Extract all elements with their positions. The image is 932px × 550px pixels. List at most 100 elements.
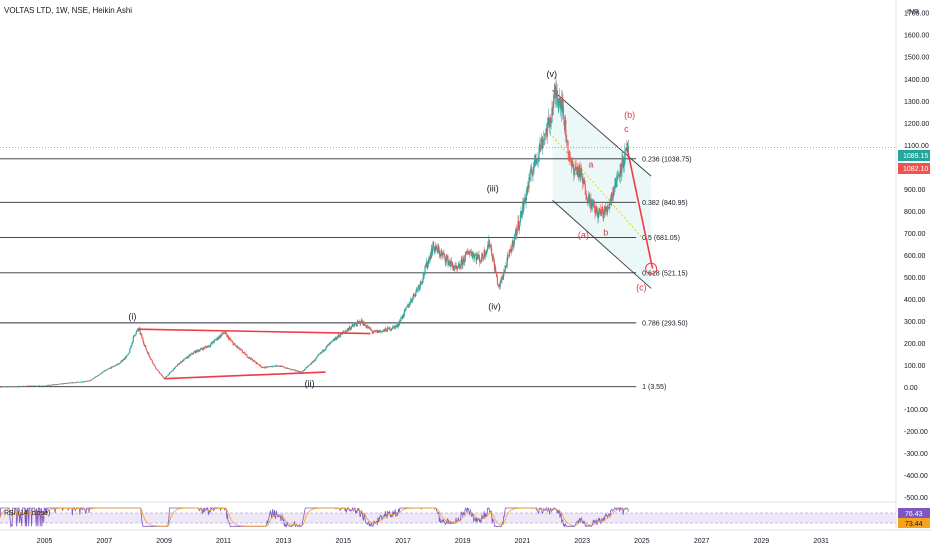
candle-body	[329, 343, 331, 345]
candle-body	[431, 248, 434, 255]
candle-body	[402, 314, 404, 319]
candle-body	[579, 164, 581, 177]
candle-body	[576, 168, 578, 173]
candle-body	[551, 107, 553, 123]
candle-body	[243, 352, 245, 353]
candle-body	[329, 342, 331, 344]
candle-body	[507, 255, 509, 258]
wave-label: (c)	[636, 283, 647, 293]
candle-body	[234, 344, 237, 346]
candle-body	[32, 386, 34, 387]
candle-body	[528, 177, 530, 188]
fib-level-label: 0.786 (293.50)	[642, 320, 688, 327]
x-tick-label: 2031	[813, 538, 829, 545]
candle-body	[323, 350, 325, 352]
candle-body	[148, 352, 150, 355]
candle-body	[103, 370, 106, 372]
candle-body	[533, 161, 535, 168]
candle-body	[560, 98, 562, 104]
candle-body	[12, 386, 14, 387]
candle-body	[466, 251, 468, 254]
candle-body	[132, 341, 134, 343]
candle-body	[524, 197, 526, 202]
candle-body	[321, 351, 323, 353]
candle-body	[350, 326, 353, 329]
candle-body	[414, 294, 416, 296]
candle-body	[51, 384, 53, 386]
candle-body	[406, 306, 408, 308]
candle-body	[179, 361, 181, 363]
candle-body	[306, 366, 308, 368]
candle-body	[125, 356, 127, 358]
candle-body	[522, 203, 524, 213]
candle-body	[110, 366, 112, 369]
candle-body	[72, 382, 75, 383]
candle-body	[106, 369, 108, 371]
candle-body	[564, 124, 566, 131]
candle-body	[231, 341, 233, 342]
candle-body	[194, 351, 196, 353]
time-axis[interactable]: 2005 2007 2009 2011 2013 2015 2017 2019 2021 2023…	[37, 538, 829, 545]
candle-body	[502, 276, 504, 279]
candle-body	[319, 352, 322, 354]
candle-body	[98, 375, 100, 376]
candle-body	[467, 251, 469, 254]
candle-body	[385, 328, 387, 330]
candle-body	[120, 361, 122, 364]
candle-body	[448, 261, 450, 265]
candle-body	[221, 332, 223, 335]
triangle-lower-line	[164, 371, 326, 380]
candle-body	[208, 345, 210, 348]
candle-body	[433, 241, 435, 248]
candle-body	[49, 384, 51, 386]
candle-body	[470, 252, 473, 256]
candle-body	[604, 206, 606, 211]
candle-body	[154, 365, 156, 367]
price-axis[interactable]: 1700.00 1600.00 1500.00 1400.00 1300.00 1200.…	[904, 11, 929, 502]
candle-body	[385, 329, 388, 332]
x-tick-label: 2005	[37, 538, 53, 545]
rsi-pane[interactable]: RSI (14, close) 76.43 73.44	[0, 506, 930, 528]
candle-body	[52, 384, 54, 385]
candle-body	[58, 384, 60, 385]
candle-body	[441, 252, 443, 254]
candle-body	[554, 86, 556, 96]
candle-body	[225, 333, 227, 335]
candle-body	[335, 337, 337, 340]
candle-body	[457, 267, 459, 269]
candle-body	[614, 186, 616, 190]
candle-body	[238, 346, 240, 350]
candle-body	[244, 352, 246, 355]
candle-body	[267, 366, 269, 367]
candle-body	[153, 363, 155, 366]
candle-body	[118, 363, 120, 365]
candle-body	[421, 281, 423, 284]
candle-body	[387, 327, 389, 332]
candle-body	[15, 386, 17, 387]
candle-body	[6, 386, 8, 388]
candle-body	[532, 171, 534, 177]
candle-body	[79, 382, 81, 383]
candle-body	[620, 163, 622, 174]
candle-body	[19, 386, 21, 388]
candle-body	[187, 356, 189, 359]
candle-body	[234, 343, 236, 345]
candle-body	[110, 367, 112, 369]
candle-body	[286, 367, 288, 369]
candle-body	[604, 210, 606, 215]
candle-body	[83, 381, 85, 383]
candle-body	[491, 248, 493, 256]
candle-body	[346, 330, 348, 332]
candle-body	[206, 346, 208, 348]
candle-body	[260, 366, 262, 368]
candle-body	[309, 364, 311, 365]
candle-body	[433, 247, 435, 252]
candle-body	[55, 384, 57, 386]
candle-body	[43, 385, 45, 387]
candle-body	[81, 381, 83, 383]
candle-body	[623, 163, 625, 165]
candle-body	[582, 178, 584, 183]
candle-body	[256, 362, 258, 364]
candle-body	[35, 385, 37, 387]
